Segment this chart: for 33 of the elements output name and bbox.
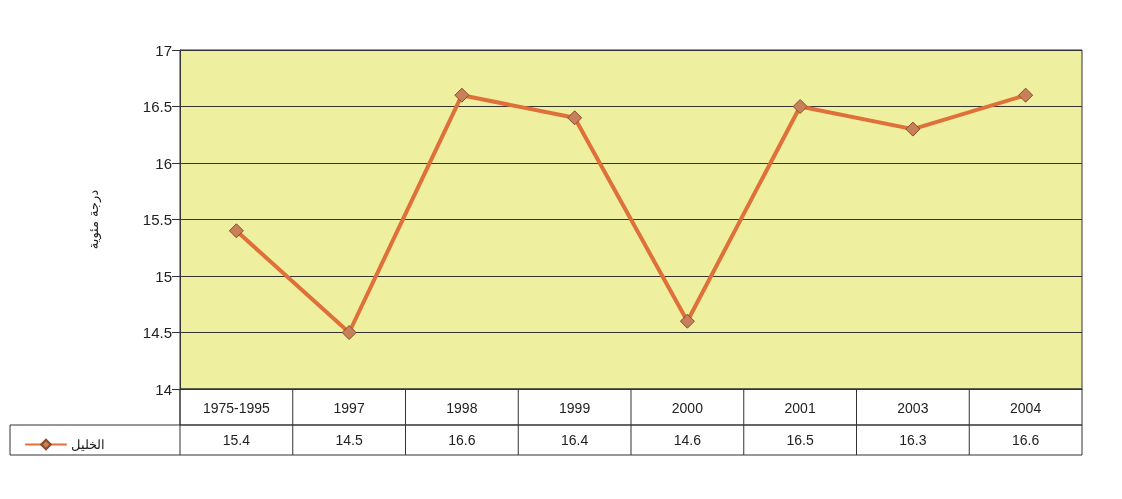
data-label: 16.5 bbox=[786, 432, 814, 448]
data-label: 15.4 bbox=[222, 432, 251, 448]
legend-label: الخليل bbox=[71, 437, 105, 452]
data-label: 16.6 bbox=[448, 432, 476, 448]
y-tick-label: 15 bbox=[155, 267, 172, 285]
x-tick-label: 2004 bbox=[1010, 400, 1042, 416]
y-tick-label: 16.5 bbox=[142, 98, 172, 115]
point bbox=[905, 121, 921, 137]
x-tick-label: 2003 bbox=[897, 400, 929, 416]
data-label: 16.4 bbox=[561, 432, 589, 448]
point bbox=[792, 99, 808, 114]
point bbox=[567, 110, 583, 126]
x-tick-label: 2000 bbox=[671, 400, 704, 416]
x-tick-label: 1998 bbox=[446, 400, 478, 416]
data-label: 16.6 bbox=[1012, 432, 1040, 448]
data-label: 16.3 bbox=[899, 432, 927, 448]
point bbox=[454, 87, 470, 103]
y-tick-label: 17 bbox=[155, 41, 172, 59]
x-tick-label: 1999 bbox=[559, 400, 591, 416]
x-tick-label: 1975-1995 bbox=[202, 400, 271, 416]
data-label: 14.6 bbox=[673, 432, 702, 448]
y-tick-label: 14.5 bbox=[142, 324, 172, 341]
y-axis-title: درجة مئوية bbox=[86, 189, 102, 250]
y-tick-label: 16 bbox=[155, 154, 172, 172]
y-tick-label: 14 bbox=[155, 380, 172, 398]
point bbox=[341, 325, 357, 340]
x-tick-label: 1997 bbox=[333, 400, 365, 416]
data-label: 14.5 bbox=[335, 432, 363, 448]
point bbox=[679, 313, 695, 329]
point bbox=[228, 223, 244, 239]
x-tick-label: 2001 bbox=[784, 400, 816, 416]
y-tick-label: 15.5 bbox=[142, 211, 172, 228]
point bbox=[1018, 87, 1034, 103]
